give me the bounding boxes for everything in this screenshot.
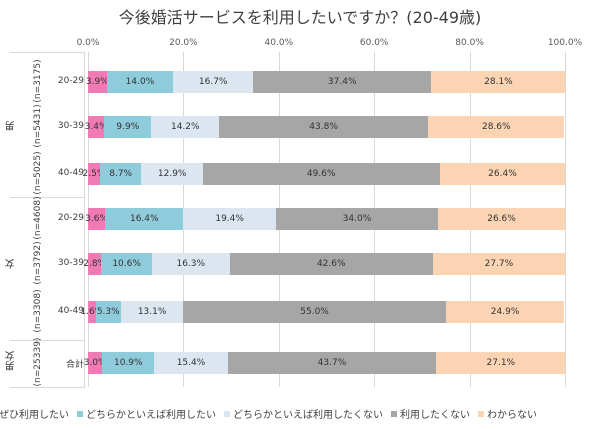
bar-segment: 15.4% bbox=[154, 352, 228, 374]
sample-size-label: (n=25339) bbox=[33, 337, 43, 387]
bar-segment: 14.0% bbox=[106, 71, 174, 93]
bar-segment: 14.2% bbox=[151, 116, 220, 138]
legend-swatch bbox=[77, 410, 83, 417]
bar-segment: 28.6% bbox=[428, 116, 565, 138]
axis-line bbox=[84, 52, 85, 387]
bar-segment: 43.8% bbox=[219, 116, 429, 138]
bar-segment: 49.6% bbox=[202, 163, 440, 185]
group-label: 男女 bbox=[6, 351, 17, 371]
category-label: 40-49 bbox=[57, 306, 84, 316]
bar-row: 3.4% 9.9% 14.2% 43.8% 28.6% bbox=[85, 116, 565, 138]
x-tick-label: 100.0% bbox=[547, 38, 583, 48]
legend-label: わからない bbox=[487, 410, 537, 421]
bar-segment: 27.7% bbox=[432, 253, 565, 275]
bar-segment: 2.8% bbox=[83, 253, 106, 275]
bar-segment: 3.9% bbox=[86, 71, 109, 93]
bar-segment: 27.1% bbox=[436, 352, 566, 374]
bar-segment: 3.4% bbox=[85, 116, 108, 138]
category-label: 30-39 bbox=[57, 258, 84, 268]
group-divider bbox=[10, 387, 85, 388]
bar-row: 3.9% 14.0% 16.7% 37.4% 28.1% bbox=[86, 71, 566, 93]
bar-segment: 3.6% bbox=[85, 208, 108, 230]
bar-segment: 19.4% bbox=[183, 208, 276, 230]
legend-item: どちらかといえば利用したくない bbox=[224, 406, 383, 421]
chart-title: 今後婚活サービスを利用したいですか？(20-49歳) bbox=[118, 8, 482, 27]
bar-segment: 16.3% bbox=[151, 253, 230, 275]
bar-segment: 55.0% bbox=[183, 301, 446, 323]
bar-segment: 24.9% bbox=[445, 301, 565, 323]
bar-row: 2.5% 8.7% 12.9% 49.6% 26.4% bbox=[83, 163, 566, 185]
bar-segment: 8.7% bbox=[99, 163, 142, 185]
bar-segment: 10.9% bbox=[102, 352, 155, 374]
bar-segment: 34.0% bbox=[275, 208, 439, 230]
bar-row: 3.6% 16.4% 19.4% 34.0% 26.6% bbox=[85, 208, 565, 230]
category-label: 40-49 bbox=[57, 168, 84, 178]
legend-label: 利用したくない bbox=[400, 410, 470, 421]
group-divider bbox=[10, 340, 85, 341]
bar-segment: 5.3% bbox=[95, 301, 121, 323]
bar-segment: 26.4% bbox=[439, 163, 566, 185]
x-tick-label: 60.0% bbox=[359, 38, 389, 48]
legend-swatch bbox=[391, 410, 397, 417]
legend-item: どちらかといえば利用したい bbox=[77, 406, 216, 421]
bar-segment: 12.9% bbox=[141, 163, 203, 185]
legend-swatch bbox=[224, 410, 230, 417]
bar-segment: 43.7% bbox=[227, 352, 437, 374]
legend-label: どちらかといえば利用したくない bbox=[233, 410, 383, 421]
gridline bbox=[565, 52, 566, 387]
bar-row: 1.6% 5.3% 13.1% 55.0% 24.9% bbox=[80, 301, 565, 323]
bar-segment: 10.6% bbox=[101, 253, 152, 275]
category-label: 20-29 bbox=[57, 213, 84, 223]
bar-row: 2.8% 10.6% 16.3% 42.6% 27.7% bbox=[83, 253, 565, 275]
x-tick-label: 80.0% bbox=[455, 38, 484, 48]
x-tick-label: 40.0% bbox=[264, 38, 294, 48]
x-tick-label: 0.0% bbox=[76, 38, 100, 48]
category-label: 合計 bbox=[65, 360, 84, 370]
legend-label: ぜひ利用したい bbox=[0, 410, 69, 421]
legend-item: わからない bbox=[478, 406, 537, 421]
legend-swatch bbox=[478, 410, 484, 417]
legend-item: ぜひ利用したい bbox=[0, 406, 69, 421]
bar-segment: 16.4% bbox=[105, 208, 184, 230]
bar-segment: 9.9% bbox=[104, 116, 152, 138]
group-divider bbox=[10, 52, 85, 53]
category-label: 20-29 bbox=[57, 76, 84, 86]
bar-segment: 3.0% bbox=[84, 352, 107, 374]
legend-label: どちらかといえば利用したい bbox=[86, 410, 216, 421]
category-label: 30-39 bbox=[57, 121, 84, 131]
bar-segment: 28.1% bbox=[431, 71, 566, 93]
group-divider bbox=[10, 197, 85, 198]
bar-segment: 16.7% bbox=[173, 71, 254, 93]
bar-segment: 26.6% bbox=[438, 208, 565, 230]
legend-item: 利用したくない bbox=[391, 406, 470, 421]
legend: ぜひ利用したい どちらかといえば利用したい どちらかといえば利用したくない 利用したく… bbox=[0, 406, 537, 421]
group-label: 男 bbox=[6, 121, 17, 131]
bar-segment: 1.6% bbox=[80, 301, 103, 323]
bar-segment: 37.4% bbox=[253, 71, 432, 93]
bar-segment: 13.1% bbox=[120, 301, 184, 323]
group-label: 女 bbox=[6, 258, 17, 269]
x-tick-label: 20.0% bbox=[169, 38, 198, 48]
bar-segment: 2.5% bbox=[83, 163, 105, 185]
bar-row: 3.0% 10.9% 15.4% 43.7% 27.1% bbox=[84, 352, 566, 374]
bar-segment: 42.6% bbox=[229, 253, 433, 275]
